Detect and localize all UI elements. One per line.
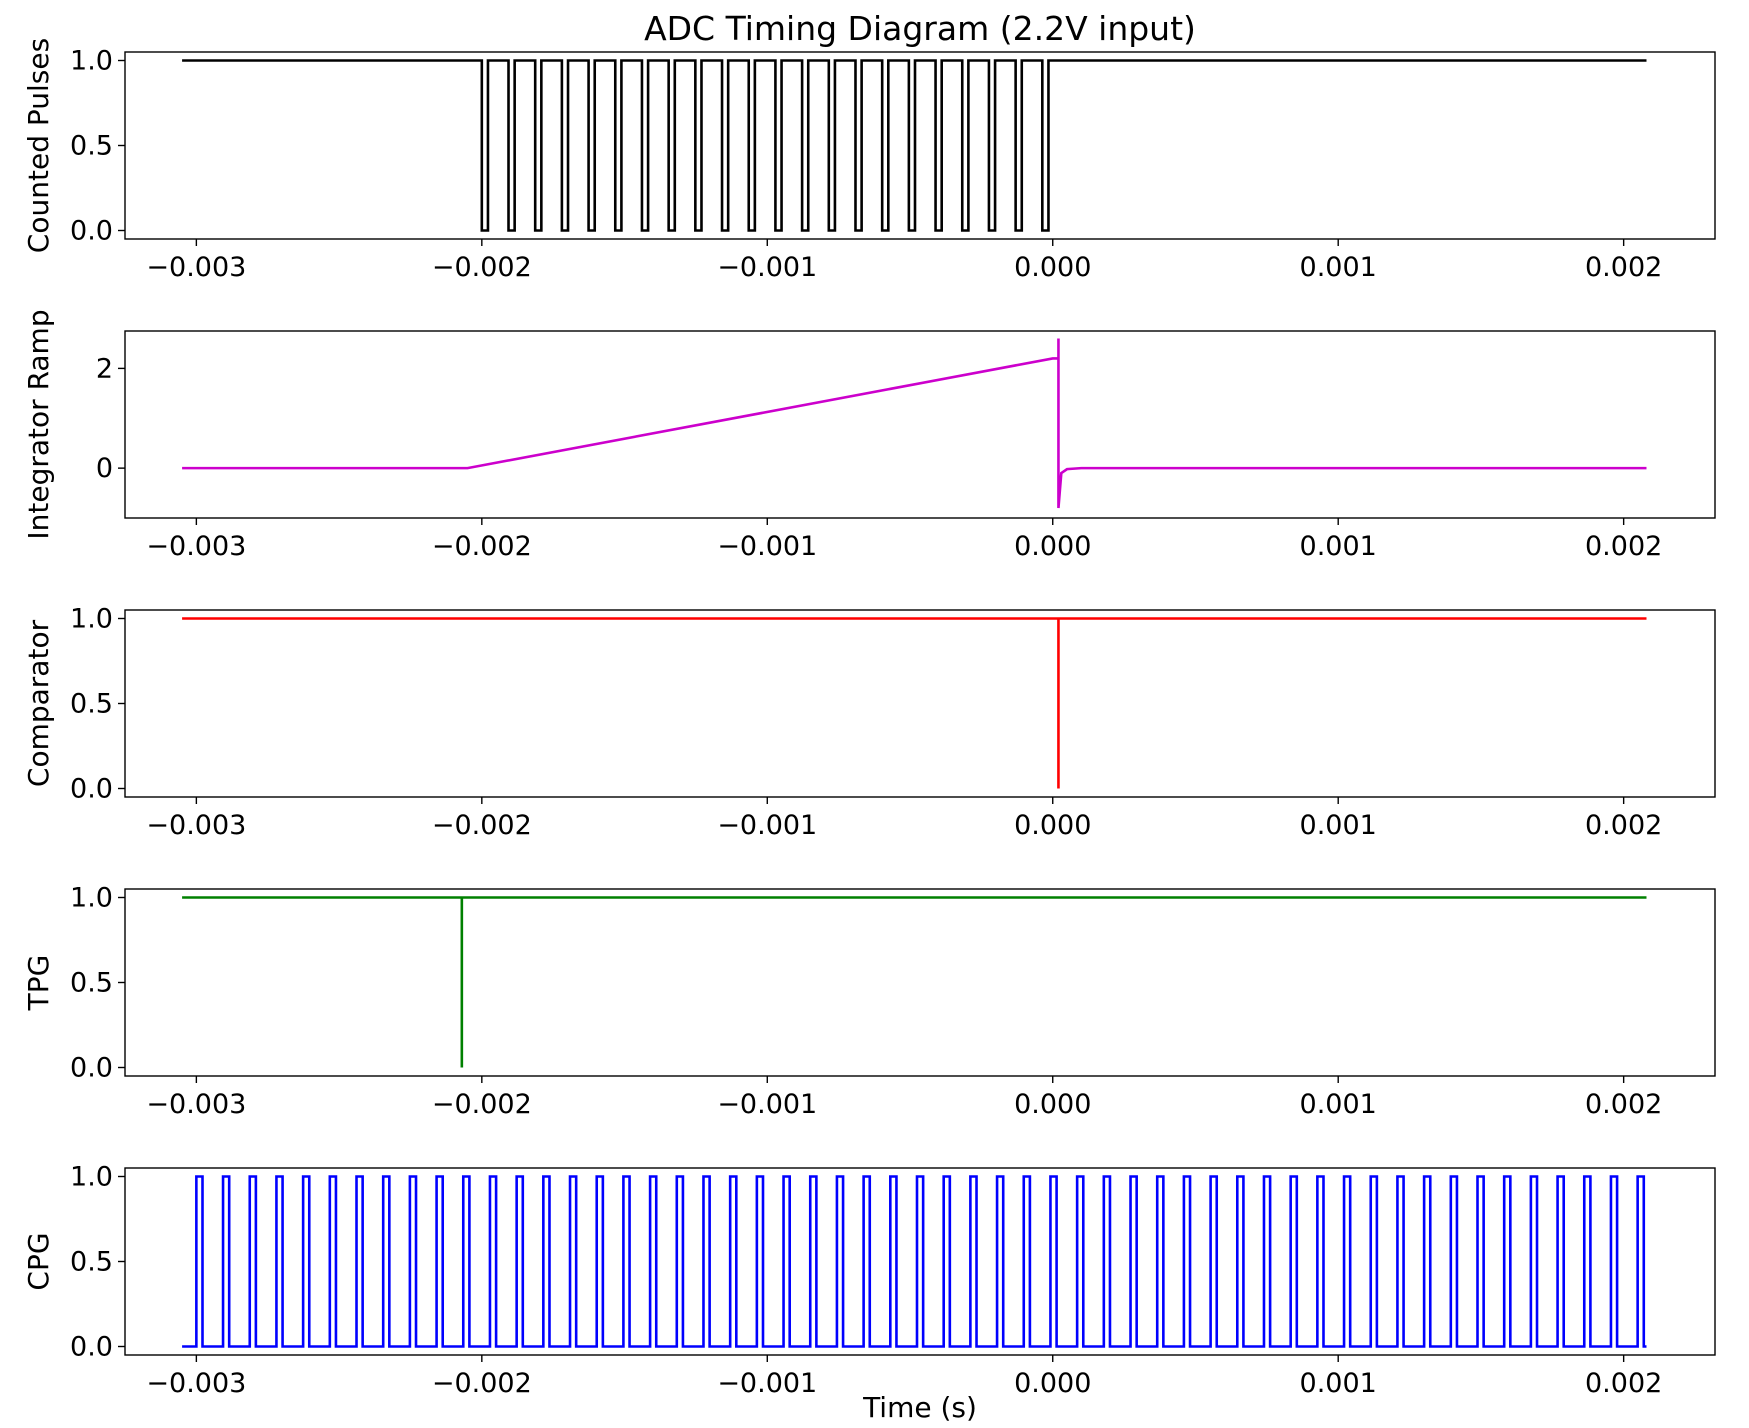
y-tick-label: 1.0 bbox=[70, 604, 113, 635]
y-axis-label: Counted Pulses bbox=[22, 38, 55, 253]
x-tick-label: −0.002 bbox=[432, 810, 532, 841]
x-axis-label: Time (s) bbox=[862, 1391, 977, 1424]
chart-title: ADC Timing Diagram (2.2V input) bbox=[644, 9, 1196, 48]
y-tick-label: 0.0 bbox=[70, 1332, 113, 1363]
x-tick-label: 0.000 bbox=[1014, 252, 1091, 283]
x-tick-label: 0.002 bbox=[1585, 531, 1662, 562]
x-tick-label: −0.003 bbox=[146, 810, 246, 841]
x-tick-label: −0.002 bbox=[432, 1368, 532, 1399]
series-line-3 bbox=[182, 617, 1647, 789]
x-tick-label: 0.002 bbox=[1585, 1089, 1662, 1120]
x-tick-label: −0.002 bbox=[432, 531, 532, 562]
x-tick-label: 0.000 bbox=[1014, 1368, 1091, 1399]
subplot-3: 0.0 0.5 1.0 −0.003 −0.002 −0.001 0.000 0.001 0.0… bbox=[22, 604, 1716, 841]
series-line-4 bbox=[182, 896, 1647, 1068]
series-line-5 bbox=[182, 1175, 1647, 1348]
x-tick-label: −0.001 bbox=[717, 252, 817, 283]
x-tick-label: 0.002 bbox=[1585, 252, 1662, 283]
y-tick-label: 1.0 bbox=[70, 883, 113, 914]
y-tick-label: 1.0 bbox=[70, 46, 113, 77]
plot-frame bbox=[124, 888, 1716, 1077]
subplot-2: 0 2 −0.003 −0.002 −0.001 0.000 0.001 0.002 Integ… bbox=[22, 309, 1716, 562]
x-tick-label: −0.003 bbox=[146, 1368, 246, 1399]
x-tick-label: −0.002 bbox=[432, 252, 532, 283]
subplot-1: 0.0 0.5 1.0 −0.003 −0.002 −0.001 0.000 0.001 0.0… bbox=[22, 38, 1716, 283]
x-tick-label: 0.000 bbox=[1014, 531, 1091, 562]
y-tick-label: 0.5 bbox=[70, 1247, 113, 1278]
x-tick-label: −0.001 bbox=[717, 531, 817, 562]
y-tick-label: 0.0 bbox=[70, 774, 113, 805]
x-tick-label: −0.001 bbox=[717, 1089, 817, 1120]
subplot-5: 0.0 0.5 1.0 −0.003 −0.002 −0.001 0.000 0.001 0.0… bbox=[22, 1162, 1716, 1399]
x-tick-label: −0.001 bbox=[717, 810, 817, 841]
y-tick-label: 0.5 bbox=[70, 689, 113, 720]
x-tick-label: 0.002 bbox=[1585, 810, 1662, 841]
plot-frame bbox=[124, 330, 1716, 519]
x-tick-label: −0.001 bbox=[717, 1368, 817, 1399]
series-line-1 bbox=[182, 59, 1647, 232]
y-tick-label: 0.0 bbox=[70, 1053, 113, 1084]
x-tick-label: 0.000 bbox=[1014, 810, 1091, 841]
y-axis-label: Integrator Ramp bbox=[22, 309, 55, 539]
y-axis-label: Comparator bbox=[22, 619, 55, 787]
y-tick-label: 0.5 bbox=[70, 968, 113, 999]
y-axis-label: TPG bbox=[22, 955, 55, 1012]
y-axis-label: CPG bbox=[22, 1232, 55, 1290]
x-tick-label: 0.001 bbox=[1300, 252, 1377, 283]
x-tick-label: 0.001 bbox=[1300, 1368, 1377, 1399]
x-tick-label: 0.001 bbox=[1300, 1089, 1377, 1120]
x-tick-label: −0.003 bbox=[146, 1089, 246, 1120]
y-tick-label: 0 bbox=[96, 453, 113, 484]
x-tick-label: 0.002 bbox=[1585, 1368, 1662, 1399]
x-tick-label: −0.002 bbox=[432, 1089, 532, 1120]
y-tick-label: 0.0 bbox=[70, 216, 113, 247]
subplot-4: 0.0 0.5 1.0 −0.003 −0.002 −0.001 0.000 0.001 0.0… bbox=[22, 883, 1716, 1120]
x-tick-label: −0.003 bbox=[146, 252, 246, 283]
x-tick-label: 0.001 bbox=[1300, 531, 1377, 562]
series-line-2 bbox=[182, 338, 1647, 509]
y-tick-label: 1.0 bbox=[70, 1162, 113, 1193]
plot-frame bbox=[124, 609, 1716, 798]
y-tick-label: 0.5 bbox=[70, 131, 113, 162]
y-tick-label: 2 bbox=[96, 353, 113, 384]
x-tick-label: 0.001 bbox=[1300, 810, 1377, 841]
plot-frame bbox=[124, 51, 1716, 240]
x-tick-label: 0.000 bbox=[1014, 1089, 1091, 1120]
x-tick-label: −0.003 bbox=[146, 531, 246, 562]
